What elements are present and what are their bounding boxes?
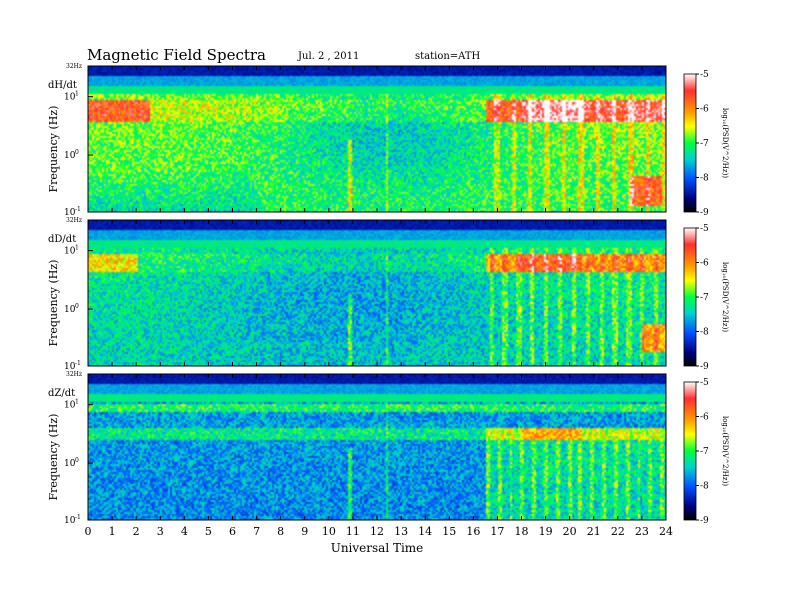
panel-label: dH/dt (48, 80, 77, 91)
y-tick-label-top: 32Hz (66, 371, 82, 378)
colorbar-tick-label: -8 (700, 482, 709, 492)
colorbar-tick-label: -5 (700, 70, 709, 80)
x-tick-label: 24 (659, 525, 673, 538)
y-tick-label: 10 (64, 401, 76, 411)
figure-title: Magnetic Field Spectra (87, 46, 266, 64)
x-tick-label: 4 (181, 525, 188, 538)
x-tick-label: 7 (253, 525, 260, 538)
colorbar-label: log₁₀(PSD(V^2/Hz)) (721, 416, 729, 486)
x-tick-label: 0 (85, 525, 92, 538)
x-tick-label: 12 (370, 525, 384, 538)
y-tick-label-exp: 1 (75, 91, 79, 98)
y-tick-label-exp: -1 (75, 206, 81, 213)
x-tick-label: 6 (229, 525, 236, 538)
x-tick-label: 9 (301, 525, 308, 538)
colorbar-tick-label: -6 (700, 105, 709, 115)
colorbar-label: log₁₀(PSD(V^2/Hz)) (721, 262, 729, 332)
colorbar (683, 227, 697, 367)
colorbar-tick-label: -9 (700, 362, 709, 372)
x-tick-label: 20 (563, 525, 577, 538)
x-tick-label: 1 (109, 525, 116, 538)
spectrogram-image (88, 374, 666, 520)
x-tick-label: 10 (322, 525, 336, 538)
x-tick-label: 19 (539, 525, 553, 538)
x-axis-label: Universal Time (331, 541, 424, 555)
y-tick-label-top: 32Hz (66, 63, 82, 70)
x-tick-label: 5 (205, 525, 212, 538)
y-tick-label-exp: 0 (75, 457, 79, 464)
y-tick-label: 10 (64, 247, 76, 257)
y-tick-label-exp: 0 (75, 149, 79, 156)
x-tick-label: 18 (515, 525, 529, 538)
colorbar-tick-label: -5 (700, 378, 709, 388)
x-tick-label: 2 (133, 525, 140, 538)
colorbar (683, 73, 697, 213)
x-tick-label: 22 (611, 525, 625, 538)
y-tick-label: 10 (64, 305, 76, 315)
x-tick-label: 13 (394, 525, 408, 538)
x-tick-label: 11 (346, 525, 360, 538)
y-tick-label: 10 (64, 151, 76, 161)
y-tick-label-exp: -1 (75, 360, 81, 367)
y-tick-label: 10 (64, 516, 76, 526)
x-axis: 0 1 2 3 4 5 6 7 8 9 10 11 12 13 14 15 16 17 18 19 20 21 22 23 24 (85, 525, 674, 538)
y-tick-label-top: 32Hz (66, 217, 82, 224)
y-tick-label: 10 (64, 459, 76, 469)
figure-date: Jul. 2 , 2011 (297, 51, 359, 62)
y-axis-label: Frequency (Hz) (47, 106, 60, 193)
colorbar-tick-label: -5 (700, 224, 709, 234)
y-tick-label-exp: 1 (75, 399, 79, 406)
panel-label: dD/dt (48, 234, 76, 245)
y-tick-label-exp: 1 (75, 245, 79, 252)
colorbar-tick-label: -9 (700, 516, 709, 526)
x-tick-label: 21 (587, 525, 601, 538)
spectrogram-image (88, 66, 666, 212)
y-axis-label: Frequency (Hz) (47, 414, 60, 501)
y-tick-label-exp: 0 (75, 303, 79, 310)
colorbar (683, 381, 697, 521)
x-tick-label: 15 (442, 525, 456, 538)
panel-label: dZ/dt (48, 388, 75, 399)
colorbar-tick-label: -9 (700, 208, 709, 218)
colorbar-tick-label: -8 (700, 328, 709, 338)
x-tick-label: 17 (490, 525, 504, 538)
x-tick-label: 16 (466, 525, 480, 538)
x-tick-label: 3 (157, 525, 164, 538)
x-tick-label: 8 (277, 525, 284, 538)
colorbar-tick-label: -6 (700, 259, 709, 269)
colorbar-tick-label: -7 (700, 447, 709, 457)
figure-station: station=ATH (415, 51, 481, 62)
colorbar-tick-label: -7 (700, 293, 709, 303)
colorbar-tick-label: -8 (700, 174, 709, 184)
y-tick-label-exp: -1 (75, 514, 81, 521)
colorbar-tick-label: -7 (700, 139, 709, 149)
y-tick-label: 10 (64, 93, 76, 103)
colorbar-label: log₁₀(PSD(V^2/Hz)) (721, 108, 729, 178)
x-tick-label: 23 (635, 525, 649, 538)
spectrogram-image (88, 220, 666, 366)
x-tick-label: 14 (418, 525, 432, 538)
y-axis-label: Frequency (Hz) (47, 260, 60, 347)
y-tick-label: 10 (64, 362, 76, 372)
colorbar-tick-label: -6 (700, 413, 709, 423)
y-tick-label: 10 (64, 208, 76, 218)
